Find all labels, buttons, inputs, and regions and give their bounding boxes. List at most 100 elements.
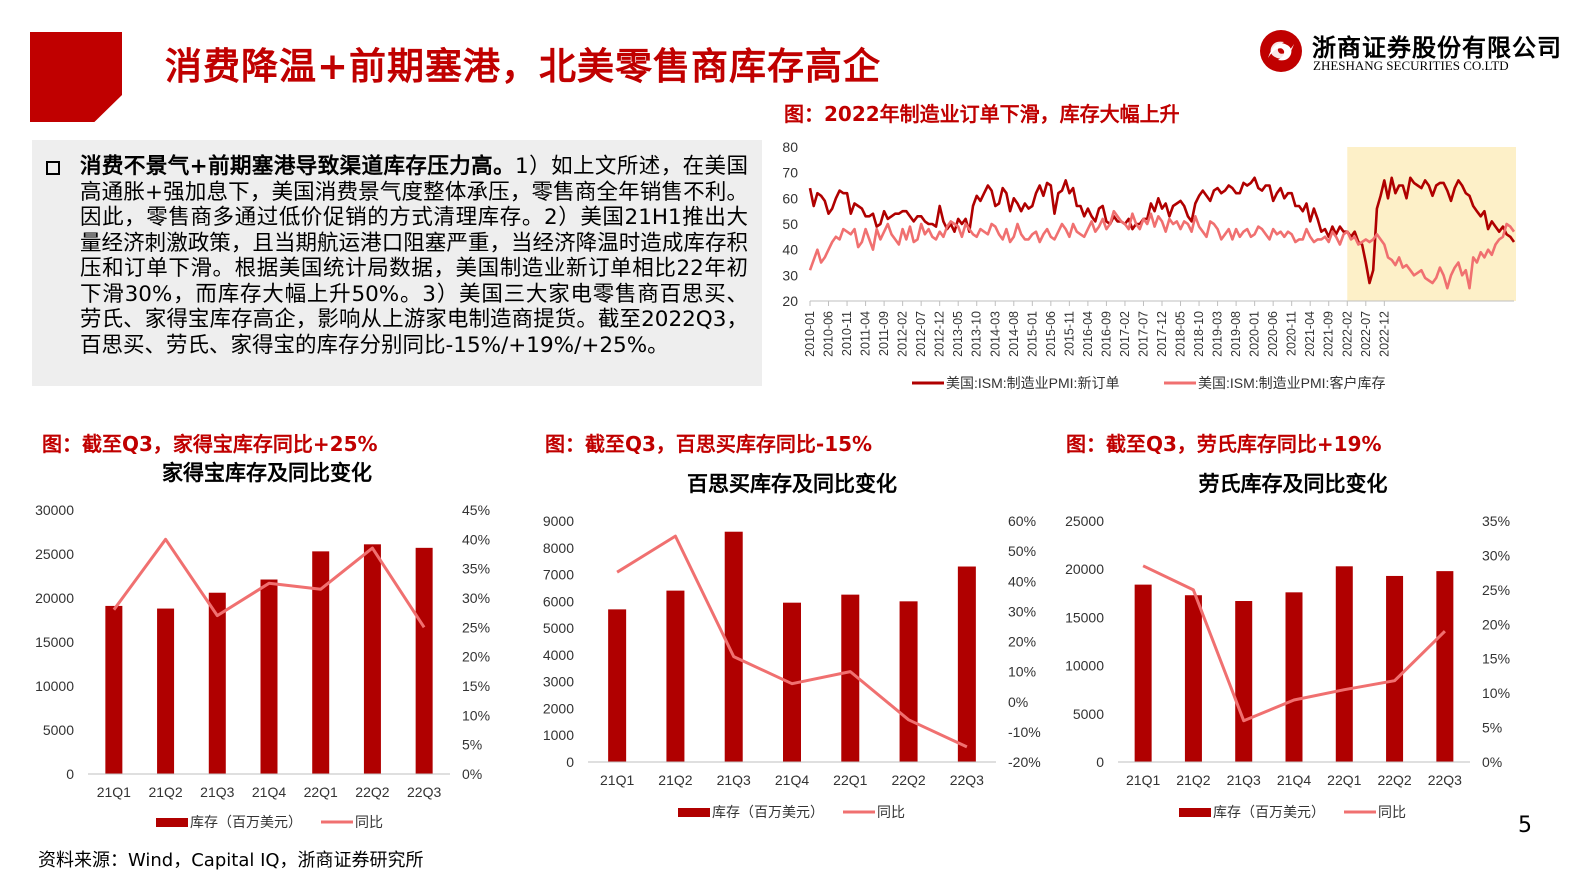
homedepot-x-tick-label: 22Q2	[355, 784, 389, 800]
homedepot-y2-tick-label: 20%	[462, 649, 490, 665]
bestbuy-y2-tick-label: 60%	[1008, 513, 1036, 529]
pmi-x-tick-label: 2019-08	[1229, 311, 1243, 357]
bestbuy-x-tick-label: 22Q3	[950, 772, 984, 788]
bestbuy-inventory-bar	[841, 594, 860, 762]
homedepot-inventory-bar	[415, 547, 433, 774]
homedepot-y-tick-label: 5000	[43, 722, 74, 738]
lowes-y2-tick-label: 0%	[1482, 754, 1502, 770]
homedepot-y-tick-label: 25000	[35, 546, 74, 562]
lowes-x-tick-label: 21Q3	[1227, 772, 1261, 788]
pmi-x-tick-label: 2012-12	[933, 311, 947, 357]
lowes-figure-title: 图：截至Q3，劳氏库存同比+19%	[1066, 432, 1382, 456]
lowes-y-tick-label: 20000	[1065, 561, 1104, 577]
pmi-x-tick-label: 2018-05	[1174, 311, 1188, 357]
homedepot-x-tick-label: 22Q1	[304, 784, 338, 800]
pmi-x-tick-label: 2017-12	[1155, 311, 1169, 357]
bestbuy-y2-tick-label: 50%	[1008, 543, 1036, 559]
lowes-inventory-bar	[1134, 584, 1152, 762]
homedepot-y2-tick-label: 15%	[462, 678, 490, 694]
pmi-x-tick-label: 2018-10	[1192, 311, 1206, 357]
bestbuy-x-tick-label: 21Q2	[658, 772, 692, 788]
pmi-x-tick-label: 2021-09	[1322, 311, 1336, 357]
bestbuy-legend-bar-swatch	[678, 808, 710, 817]
pmi-x-tick-label: 2017-07	[1136, 311, 1150, 357]
pmi-x-tick-label: 2020-11	[1285, 311, 1299, 356]
bestbuy-y2-tick-label: 10%	[1008, 664, 1036, 680]
pmi-x-tick-label: 2015-06	[1044, 311, 1058, 357]
homedepot-legend-bar-label: 库存（百万美元）	[190, 814, 302, 830]
lowes-x-tick-label: 21Q2	[1176, 772, 1210, 788]
lowes-y2-tick-label: 10%	[1482, 685, 1510, 701]
bestbuy-chart-title: 百思买库存及同比变化	[687, 472, 897, 496]
pmi-x-tick-label: 2016-09	[1099, 311, 1113, 357]
pmi-legend-label: 美国:ISM:制造业PMI:新订单	[946, 375, 1119, 391]
homedepot-inventory-bar	[208, 592, 226, 774]
header-red-block	[30, 32, 122, 122]
pmi-x-tick-label: 2011-04	[859, 311, 873, 356]
zheshang-logo-icon	[1260, 30, 1302, 72]
lowes-y-tick-label: 10000	[1065, 658, 1104, 674]
homedepot-yoy-line	[112, 537, 426, 629]
pmi-y-tick-label: 40	[782, 242, 798, 258]
homedepot-inventory-bar	[157, 608, 175, 774]
pmi-x-tick-label: 2016-04	[1081, 311, 1095, 357]
pmi-legend-label: 美国:ISM:制造业PMI:客户库存	[1198, 375, 1385, 391]
square-bullet-icon	[46, 161, 60, 175]
pmi-y-tick-label: 30	[782, 267, 798, 283]
pmi-x-tick-label: 2010-11	[840, 311, 854, 356]
homedepot-x-tick-label: 21Q4	[252, 784, 286, 800]
bestbuy-y2-tick-label: 20%	[1008, 634, 1036, 650]
bestbuy-y-tick-label: 6000	[543, 593, 574, 609]
bestbuy-inventory-bar	[724, 531, 743, 762]
lowes-y2-tick-label: 30%	[1482, 547, 1510, 563]
homedepot-y2-tick-label: 30%	[462, 590, 490, 606]
bestbuy-y2-tick-label: 0%	[1008, 694, 1028, 710]
logo-chinese-name: 浙商证券股份有限公司	[1312, 34, 1562, 62]
pmi-x-tick-label: 2012-02	[896, 311, 910, 357]
bestbuy-legend-line-label: 同比	[877, 804, 905, 820]
lowes-x-tick-label: 21Q1	[1126, 772, 1160, 788]
bestbuy-x-tick-label: 21Q1	[600, 772, 634, 788]
homedepot-inventory-bar	[312, 551, 330, 774]
lowes-legend-line-label: 同比	[1378, 804, 1406, 820]
pmi-x-tick-label: 2019-03	[1211, 311, 1225, 357]
homedepot-y-tick-label: 20000	[35, 590, 74, 606]
bestbuy-y-tick-label: 4000	[543, 647, 574, 663]
bestbuy-y-tick-label: 1000	[543, 727, 574, 743]
lowes-y-tick-label: 0	[1096, 754, 1104, 770]
lowes-inventory-bar	[1285, 592, 1303, 762]
homedepot-inventory-bar	[260, 579, 278, 774]
pmi-x-tick-label: 2010-01	[803, 311, 817, 357]
lowes-y-tick-label: 25000	[1065, 513, 1104, 529]
bestbuy-x-tick-label: 21Q4	[775, 772, 809, 788]
homedepot-y2-tick-label: 45%	[462, 502, 490, 518]
bestbuy-y-tick-label: 0	[566, 754, 574, 770]
summary-lead: 消费不景气+前期塞港导致渠道库存压力高。	[80, 154, 516, 179]
bestbuy-yoy-line	[616, 534, 968, 749]
lowes-y-tick-label: 15000	[1065, 609, 1104, 625]
lowes-yoy-line	[1142, 564, 1446, 723]
lowes-x-tick-label: 22Q2	[1377, 772, 1411, 788]
bestbuy-figure-title: 图：截至Q3，百思买库存同比-15%	[545, 432, 873, 456]
homedepot-y2-tick-label: 5%	[462, 737, 482, 753]
page-number: 5	[1518, 813, 1532, 838]
pmi-x-tick-label: 2015-01	[1025, 311, 1039, 357]
homedepot-y-tick-label: 0	[66, 766, 74, 782]
company-logo: 浙商证券股份有限公司 ZHESHANG SECURITIES CO.LTD	[1258, 28, 1561, 76]
homedepot-legend-line-label: 同比	[355, 814, 383, 830]
pmi-new-orders-line	[808, 176, 1516, 285]
pmi-x-tick-label: 2022-12	[1377, 311, 1391, 357]
pmi-x-tick-label: 2014-03	[988, 311, 1002, 357]
logo-english-name: ZHESHANG SECURITIES CO.LTD	[1313, 58, 1509, 73]
homedepot-y-tick-label: 15000	[35, 634, 74, 650]
bestbuy-y-tick-label: 2000	[543, 700, 574, 716]
homedepot-figure-title: 图：截至Q3，家得宝库存同比+25%	[42, 432, 378, 456]
pmi-x-tick-label: 2010-06	[822, 311, 836, 357]
lowes-x-tick-label: 21Q4	[1277, 772, 1311, 788]
homedepot-chart-title: 家得宝库存及同比变化	[162, 461, 372, 485]
pmi-x-tick-label: 2021-04	[1303, 311, 1317, 357]
pmi-x-tick-label: 2012-07	[914, 311, 928, 357]
bestbuy-y-tick-label: 7000	[543, 567, 574, 583]
homedepot-x-tick-label: 21Q1	[97, 784, 131, 800]
lowes-y2-tick-label: 5%	[1482, 720, 1502, 736]
